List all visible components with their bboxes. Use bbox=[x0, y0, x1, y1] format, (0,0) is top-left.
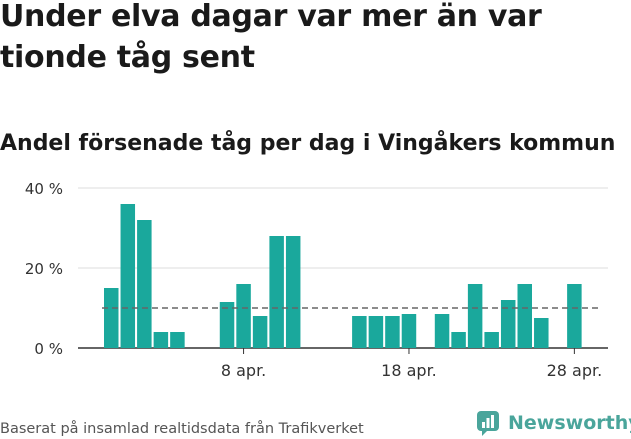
bar bbox=[368, 316, 384, 348]
bar bbox=[236, 284, 251, 348]
bar bbox=[484, 332, 499, 348]
brand-name: Newsworthy bbox=[508, 412, 631, 434]
source-note: Baserat på insamlad realtidsdata från Tr… bbox=[0, 421, 364, 437]
bar bbox=[385, 316, 400, 348]
bar bbox=[401, 314, 417, 348]
newsworthy-logo-icon bbox=[477, 411, 499, 436]
bars bbox=[104, 204, 582, 348]
y-tick-label: 20 % bbox=[25, 260, 63, 278]
y-tick-label: 0 % bbox=[34, 340, 63, 358]
bar bbox=[467, 284, 483, 348]
bar bbox=[269, 236, 284, 348]
bar bbox=[434, 314, 450, 348]
bar bbox=[104, 288, 119, 348]
bar bbox=[500, 300, 516, 348]
bar bbox=[219, 302, 235, 348]
x-tick-label: 8 apr. bbox=[221, 361, 266, 380]
chart-subtitle: Andel försenade tåg per dag i Vingåkers … bbox=[0, 131, 616, 156]
bar bbox=[120, 204, 136, 348]
y-axis-ticks: 0 % 20 % 40 % bbox=[25, 180, 63, 358]
bar bbox=[252, 316, 268, 348]
bar bbox=[517, 284, 532, 348]
bar bbox=[137, 220, 152, 348]
bar bbox=[153, 332, 169, 348]
bar bbox=[534, 318, 549, 348]
brand-logo: Newsworthy bbox=[476, 410, 631, 436]
bar bbox=[567, 284, 582, 348]
x-tick-label: 18 apr. bbox=[381, 361, 437, 380]
x-axis-ticks: 8 apr. 18 apr. 28 apr. bbox=[221, 348, 602, 380]
x-tick-label: 28 apr. bbox=[547, 361, 603, 380]
bar bbox=[451, 332, 466, 348]
y-tick-label: 40 % bbox=[25, 180, 63, 198]
bar bbox=[170, 332, 185, 348]
chart-title: Under elva dagar var mer än var tionde t… bbox=[0, 0, 542, 75]
bar bbox=[352, 316, 367, 348]
bar bbox=[285, 236, 301, 348]
